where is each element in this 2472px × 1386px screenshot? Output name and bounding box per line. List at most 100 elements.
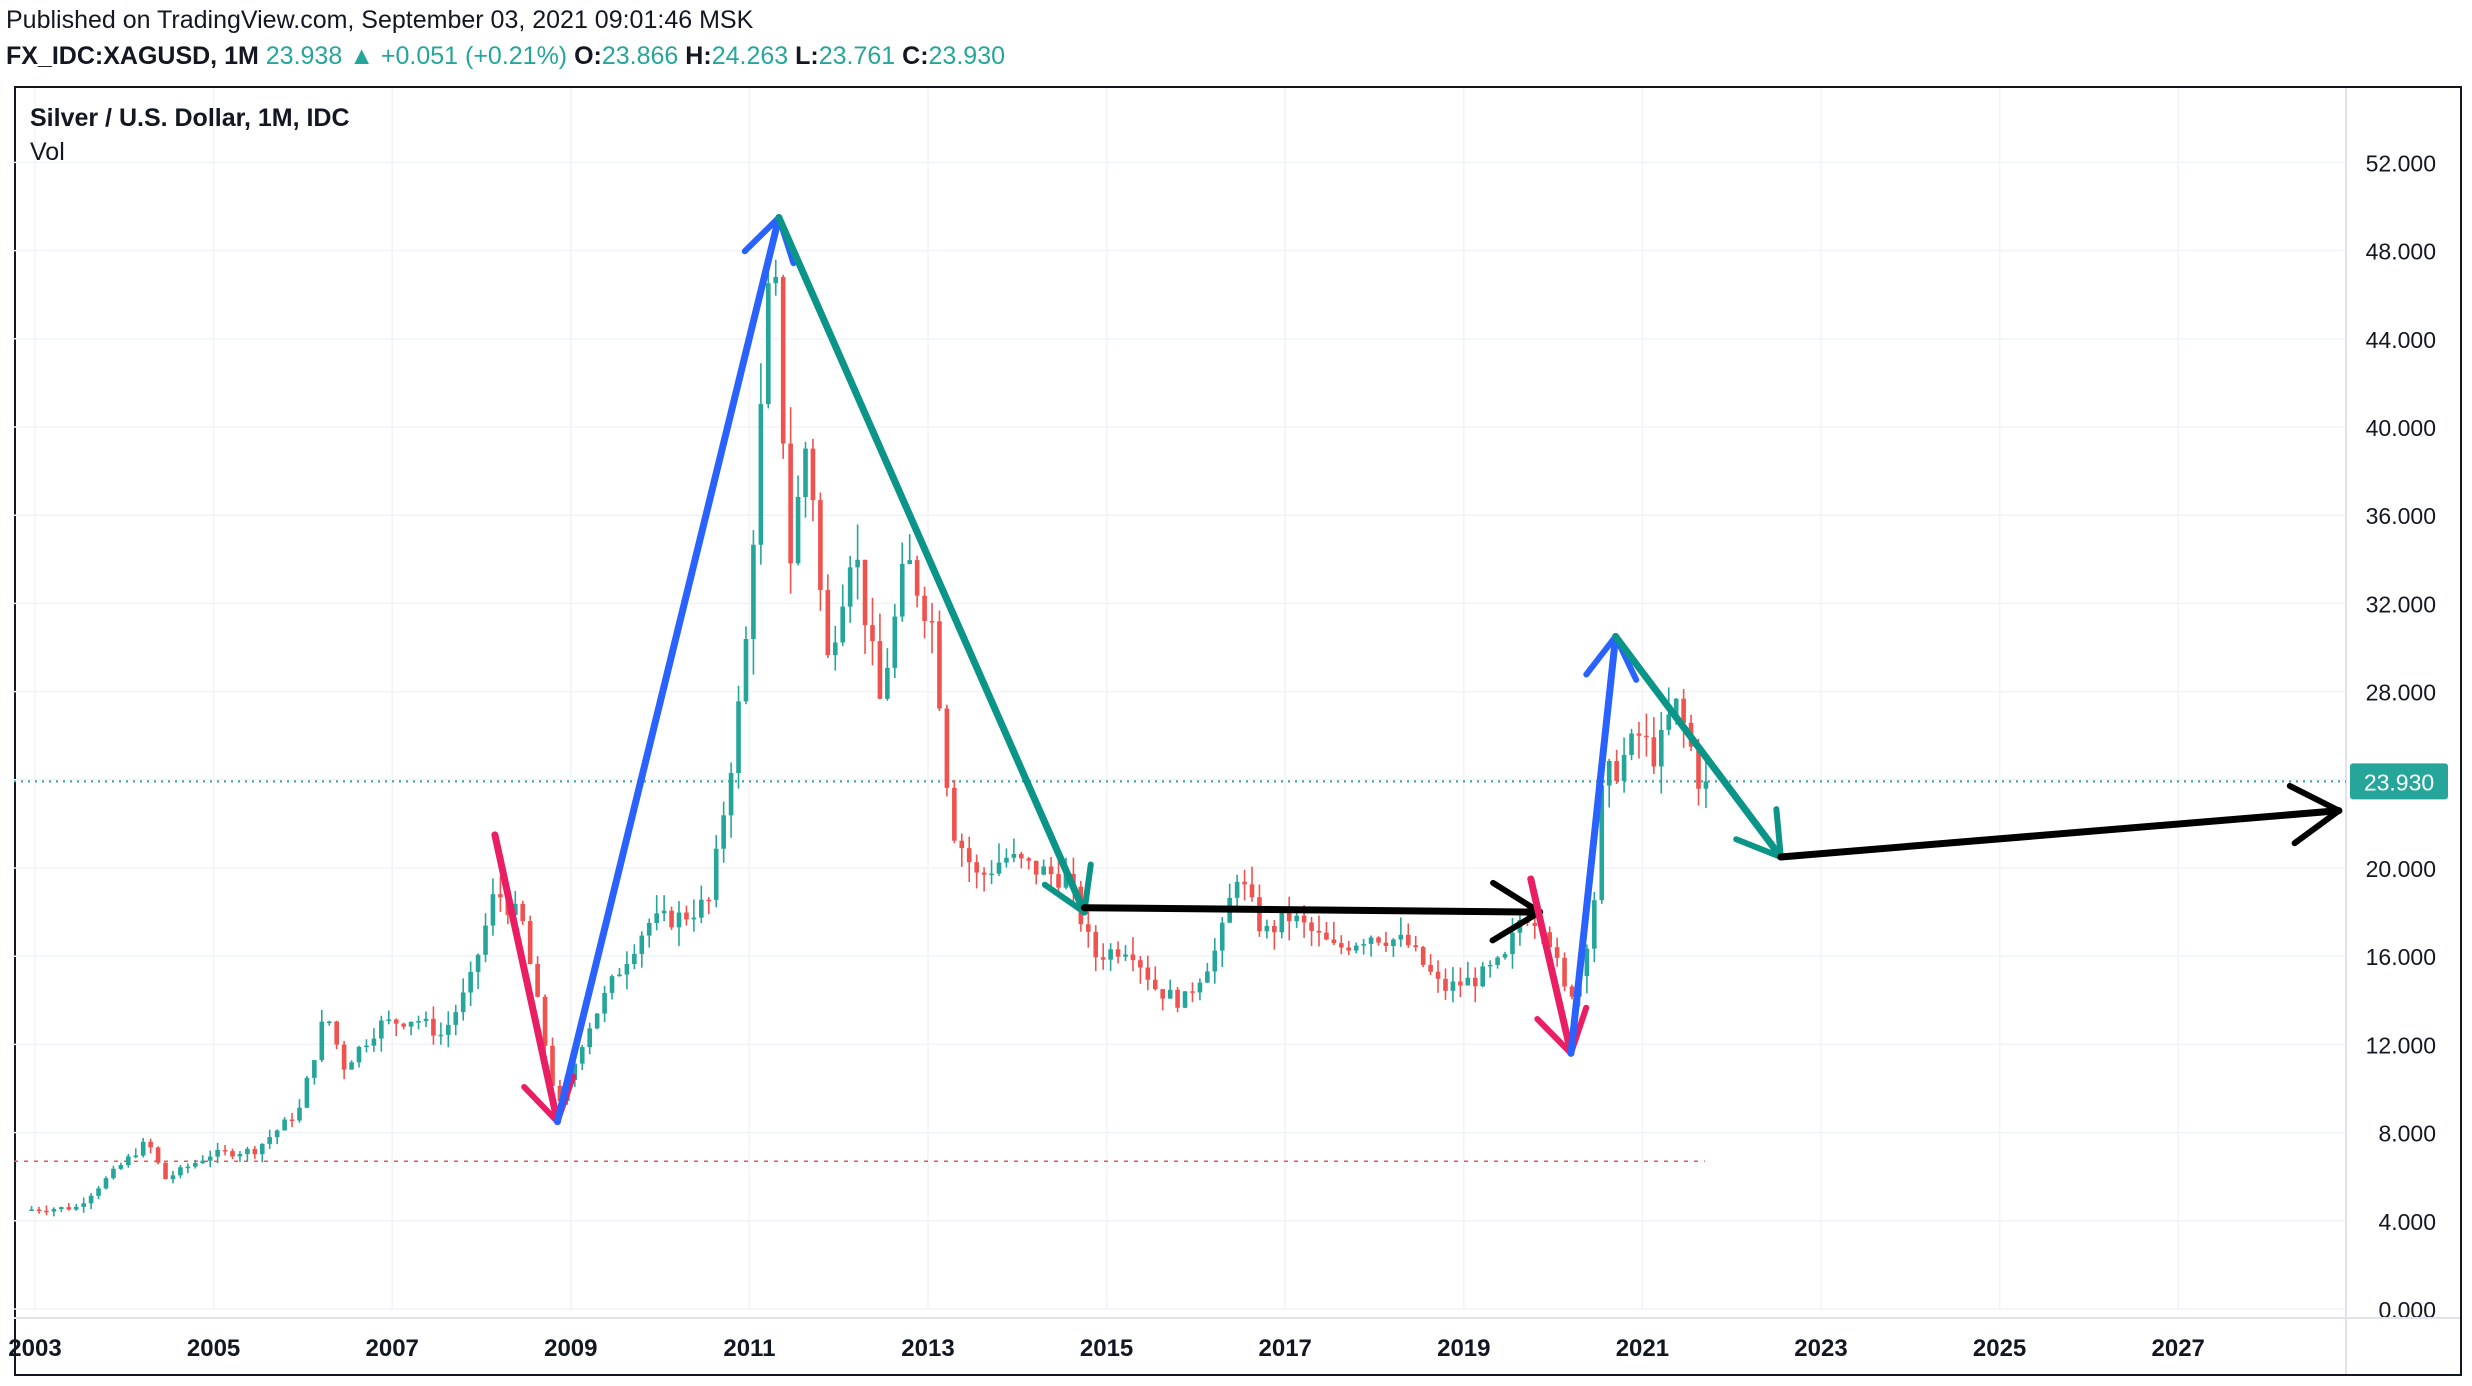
candle-body — [1398, 934, 1404, 940]
candle-body — [691, 917, 697, 920]
candle-body — [1272, 925, 1277, 933]
time-axis: 2003 2005 2007 2009 2011 2013 2015 2017 2019 2021… — [8, 1317, 2460, 1362]
candle-body — [200, 1160, 206, 1163]
candle-body — [855, 559, 860, 568]
candle-body — [1666, 714, 1672, 730]
low-key: L: — [795, 42, 819, 70]
black-trend-line — [1080, 904, 1544, 916]
candle-body — [579, 1047, 585, 1064]
candle-body — [862, 559, 868, 626]
candle-body — [1562, 957, 1567, 987]
x-tick-label: 2027 — [2152, 1335, 2205, 1362]
candle-body — [922, 595, 927, 622]
candle-body — [907, 560, 913, 564]
x-tick-label: 2023 — [1794, 1335, 1847, 1362]
candle-body — [1190, 991, 1195, 993]
price-tag: 23.930 — [2350, 763, 2448, 800]
candle-body — [1644, 735, 1649, 738]
candle-body — [788, 443, 793, 564]
candle-body — [632, 953, 637, 965]
candle-body — [1324, 932, 1329, 940]
candle-body — [870, 625, 875, 642]
y-tick-label: 12.000 — [2366, 1032, 2436, 1058]
candle-body — [1621, 754, 1627, 781]
candle-body — [1279, 912, 1285, 933]
candle-body — [96, 1188, 101, 1196]
candle-body — [929, 621, 935, 623]
candle-body — [1205, 971, 1210, 983]
candle-body — [1041, 866, 1046, 875]
candle-body — [1309, 922, 1314, 931]
candle-body — [356, 1046, 362, 1063]
y-tick-label: 20.000 — [2366, 856, 2436, 882]
y-tick-label: 0.000 — [2378, 1297, 2436, 1323]
candle-body — [1696, 746, 1701, 789]
symbol-label[interactable]: FX_IDC:XAGUSD, 1M — [6, 42, 259, 70]
candle-body — [1339, 943, 1344, 948]
candle-body — [438, 1034, 444, 1037]
black-arrow-head — [2286, 782, 2342, 847]
high-key: H: — [685, 42, 712, 70]
open-value: 23.866 — [601, 42, 679, 70]
candle-body — [736, 701, 741, 774]
candle-body — [126, 1156, 131, 1166]
x-tick-label: 2025 — [1973, 1335, 2026, 1362]
candle-body — [818, 500, 823, 591]
candle-body — [1056, 874, 1061, 888]
candle-body — [103, 1178, 109, 1189]
candle-body — [1383, 942, 1389, 947]
candle-body — [1584, 948, 1590, 977]
candle-body — [981, 872, 987, 875]
candle-body — [959, 840, 965, 849]
candle-body — [393, 1019, 399, 1024]
candle-body — [140, 1141, 146, 1156]
candle-body — [1152, 979, 1158, 990]
candle-body — [542, 996, 548, 1046]
candle-body — [1234, 881, 1240, 898]
candle-body — [512, 903, 518, 915]
candle-body — [527, 921, 533, 965]
published-caption: Published on TradingView.com, September … — [6, 6, 754, 34]
candle-body — [192, 1162, 198, 1167]
candle-body — [669, 910, 674, 928]
low-value: 23.761 — [818, 42, 896, 70]
candle-body — [1547, 932, 1552, 948]
blue-trend-line — [553, 214, 783, 1126]
candle-body — [713, 848, 719, 900]
chart-frame — [14, 86, 2462, 1376]
candle-body — [274, 1130, 280, 1138]
candle-body — [170, 1175, 176, 1180]
candle-body — [847, 567, 853, 607]
candle-body — [483, 925, 488, 955]
candle-body — [974, 862, 979, 873]
candle-body — [468, 971, 473, 993]
candle-body — [111, 1168, 116, 1179]
candle-body — [334, 1021, 339, 1045]
candle-body — [1175, 989, 1180, 1008]
candle-body — [1472, 977, 1478, 987]
candle-body — [825, 590, 831, 656]
candle-body — [81, 1203, 86, 1207]
candle-body — [899, 563, 905, 617]
candle-body — [1257, 897, 1262, 932]
candle-body — [743, 639, 749, 702]
candle-body — [676, 912, 682, 928]
candle-body — [520, 903, 526, 922]
candle-body — [728, 773, 734, 816]
candle-body — [885, 667, 890, 699]
candle-body — [259, 1143, 265, 1155]
candle-body — [1614, 761, 1619, 781]
candle-body — [996, 862, 1002, 874]
candle-body — [1673, 698, 1679, 715]
teal-trend-line — [775, 214, 1088, 916]
candle-body — [1004, 857, 1009, 863]
candle-body — [914, 560, 920, 596]
candle-body — [282, 1119, 287, 1131]
candle-body — [1346, 947, 1352, 951]
candle-body — [557, 1085, 563, 1101]
candle-body — [1458, 981, 1463, 986]
candle-body — [1219, 922, 1225, 951]
candle-body — [1361, 943, 1366, 946]
candle-body — [237, 1154, 243, 1157]
